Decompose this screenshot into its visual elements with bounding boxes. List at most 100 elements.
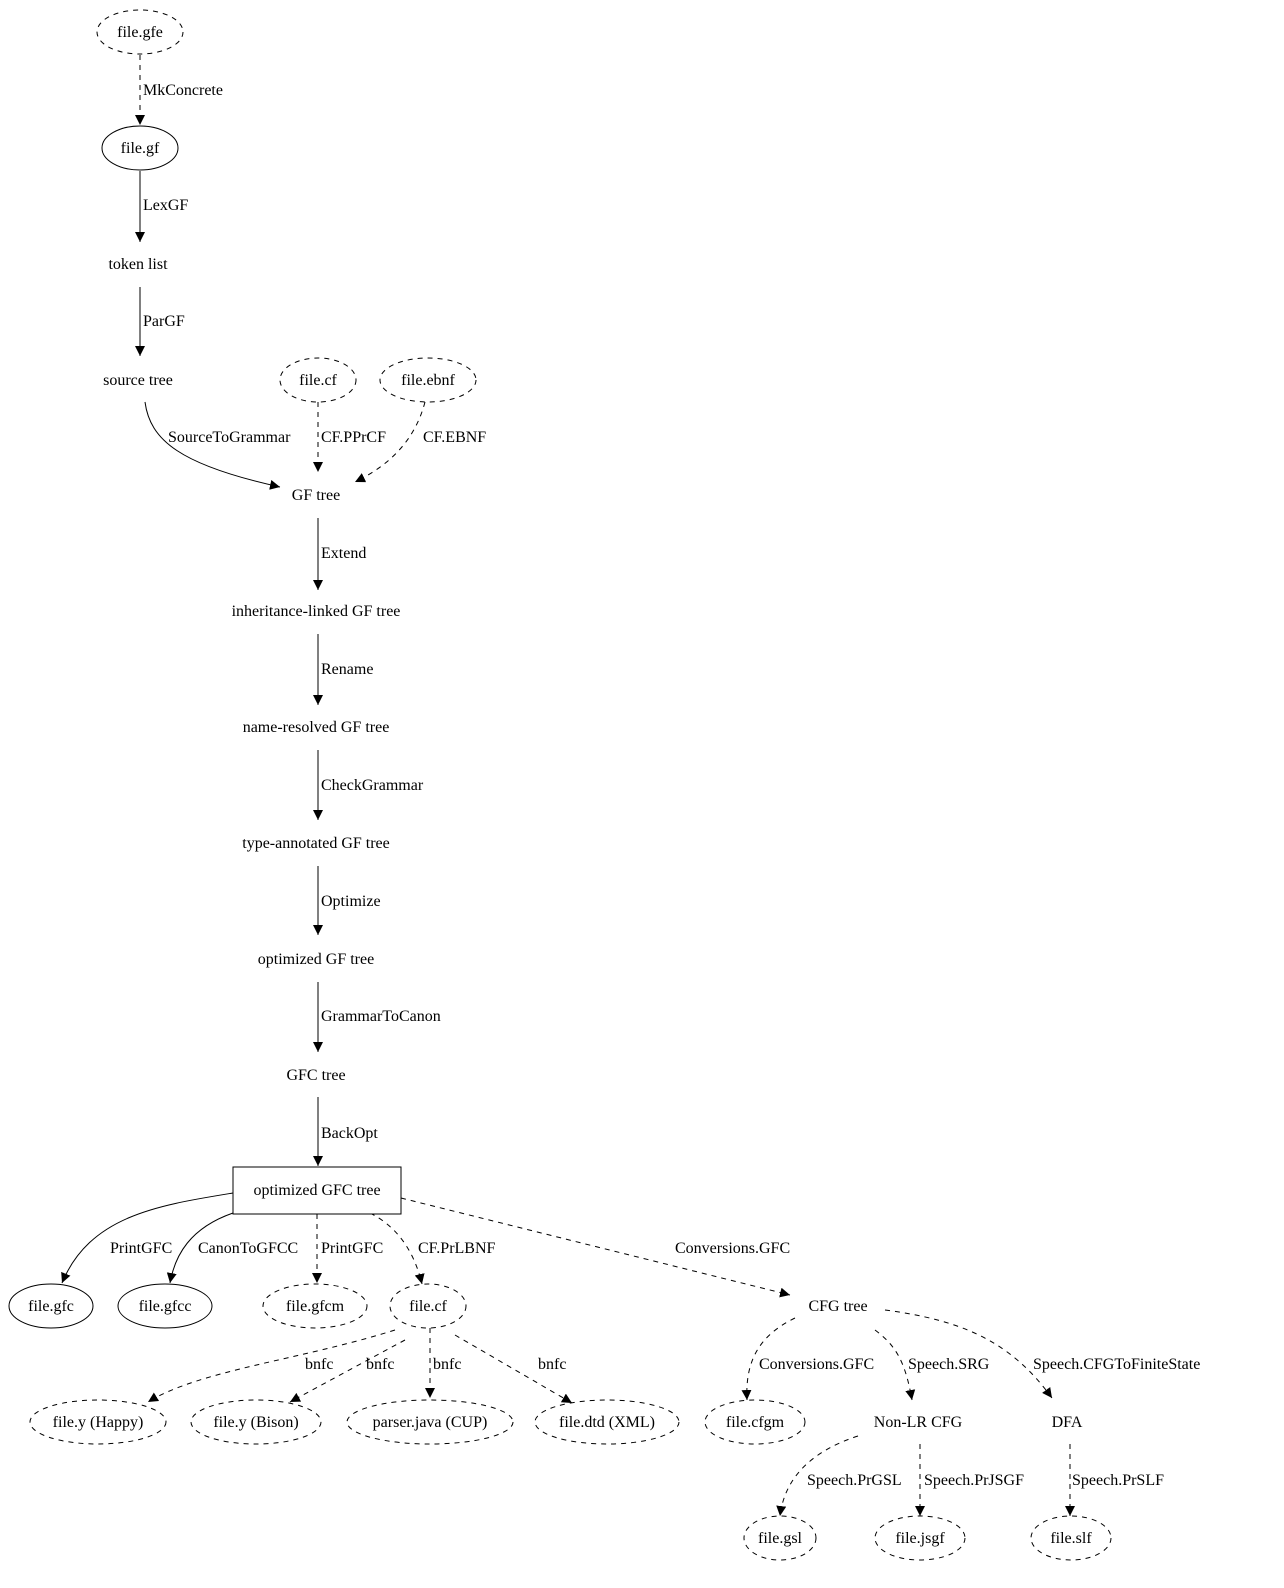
node-optimized-gf-tree: optimized GF tree [258,951,374,968]
edge-label-extend: Extend [321,545,366,562]
edge-line [354,401,426,483]
edge-cfg-to-nonlr: Speech.SRG [874,1329,990,1401]
node-label: name-resolved GF tree [243,719,390,736]
node-ellipse [117,1283,213,1329]
edge-label-canontogfcc: CanonToGFCC [198,1240,298,1257]
edge-cfg-to-cfgm: Conversions.GFC [741,1317,874,1401]
edge-label-sourcetogrammar: SourceToGrammar [168,429,291,446]
node-label: optimized GFC tree [253,1182,380,1199]
node-label: Non-LR CFG [874,1414,963,1431]
node-label: file.dtd (XML) [559,1414,655,1431]
edge-cf_out-to-happy: bnfc [147,1329,396,1403]
node-label: source tree [103,372,173,389]
edge-label-speech-cfgtofinitestate: Speech.CFGToFiniteState [1033,1356,1200,1373]
edge-dfa-to-slf: Speech.PrSLF [1065,1444,1164,1516]
node-label: CFG tree [808,1298,867,1315]
edge-cf_in-to-gftree: CF.PPrCF [313,402,386,472]
node-label: inheritance-linked GF tree [232,603,401,620]
edge-nonlr-to-jsgf: Speech.PrJSGF [915,1444,1024,1516]
node-ellipse [101,125,179,171]
edge-label-bnfc: bnfc [538,1356,566,1373]
node-file-y-happy: file.y (Happy) [29,1399,167,1445]
node-ellipse [279,357,357,403]
edge-gf-to-tokens: LexGF [135,171,188,242]
node-label: file.gfcm [286,1298,345,1315]
node-ellipse [743,1515,817,1561]
node-non-lr-cfg: Non-LR CFG [874,1414,963,1431]
node-label: file.jsgf [895,1530,945,1547]
edge-tokens-to-source: ParGF [135,287,185,356]
edge-label-printgfc: PrintGFC [110,1240,172,1257]
node-ellipse [29,1399,167,1445]
edge-nonlr-to-gsl: Speech.PrGSL [776,1435,902,1517]
edge-label-speech-prslf: Speech.PrSLF [1072,1472,1164,1489]
node-ellipse [704,1399,806,1445]
node-file-gsl: file.gsl [743,1515,817,1561]
edge-line [147,1329,396,1403]
node-file-cf: file.cf [279,357,357,403]
node-file-gfcc: file.gfcc [117,1283,213,1329]
node-ellipse [1030,1515,1112,1561]
edge-line [289,1339,406,1403]
node-file-cfgm: file.cfgm [704,1399,806,1445]
edge-label-pargf: ParGF [143,313,185,330]
edge-line [166,1212,234,1284]
edge-line [884,1309,1053,1399]
node-gfc-tree: GFC tree [286,1067,345,1084]
node-file-gfc: file.gfc [8,1283,94,1329]
edge-label-lexgf: LexGF [143,197,188,214]
node-parser-java-cup: parser.java (CUP) [346,1399,514,1445]
edge-label-cf-pprcf: CF.PPrCF [321,429,386,446]
node-file-jsgf: file.jsgf [874,1515,966,1561]
node-label: GFC tree [286,1067,345,1084]
edge-label-speech-prjsgf: Speech.PrJSGF [924,1472,1024,1489]
edge-label-checkgrammar: CheckGrammar [321,777,424,794]
node-ellipse [534,1399,680,1445]
edge-label-speech-prgsl: Speech.PrGSL [807,1472,902,1489]
edge-label-rename: Rename [321,661,373,678]
edge-named-to-typed: CheckGrammar [313,750,424,820]
node-file-cf: file.cf [389,1283,467,1329]
node-label: type-annotated GF tree [242,835,390,852]
node-ellipse [379,357,477,403]
node-cfg-tree: CFG tree [808,1298,867,1315]
edge-line [874,1329,916,1401]
edge-line [61,1192,234,1284]
edge-label-conversions-gfc: Conversions.GFC [675,1240,790,1257]
edge-ebnf-to-gftree: CF.EBNF [354,401,486,483]
edge-cfg-to-dfa: Speech.CFGToFiniteState [884,1309,1200,1399]
node-label: file.y (Happy) [53,1414,144,1431]
edge-cf_out-to-bison: bnfc [289,1339,406,1403]
edge-line [776,1435,859,1517]
edge-optgfc-to-cfg: Conversions.GFC [400,1197,790,1298]
edge-label-grammartocanon: GrammarToCanon [321,1008,441,1025]
node-file-y-bison: file.y (Bison) [190,1399,322,1445]
edge-line [454,1334,573,1404]
node-label: file.cf [299,372,337,389]
node-label: file.gfc [28,1298,74,1315]
node-ellipse [8,1283,94,1329]
edge-label-printgfc: PrintGFC [321,1240,383,1257]
edge-typed-to-optgf: Optimize [313,866,381,935]
node-source-tree: source tree [103,372,173,389]
edge-inh-to-named: Rename [313,634,373,705]
edge-label-bnfc: bnfc [366,1356,394,1373]
edge-optgfc-to-fgfcm: PrintGFC [312,1214,383,1283]
node-label: file.gfcc [139,1298,192,1315]
edge-cf_out-to-dtd: bnfc [454,1334,573,1404]
edge-line [144,401,281,490]
node-label: token list [108,256,168,273]
node-ellipse [874,1515,966,1561]
node-dfa: DFA [1052,1414,1083,1431]
node-label: file.y (Bison) [213,1414,298,1431]
node-optimized-gfc-tree: optimized GFC tree [232,1166,402,1215]
edge-label-bnfc: bnfc [305,1356,333,1373]
node-type-annotated-gf-tree: type-annotated GF tree [242,835,390,852]
edge-line [369,1212,425,1285]
node-label: file.gfe [117,24,163,41]
edge-label-backopt: BackOpt [321,1125,378,1142]
node-file-ebnf: file.ebnf [379,357,477,403]
node-ellipse [96,9,184,55]
